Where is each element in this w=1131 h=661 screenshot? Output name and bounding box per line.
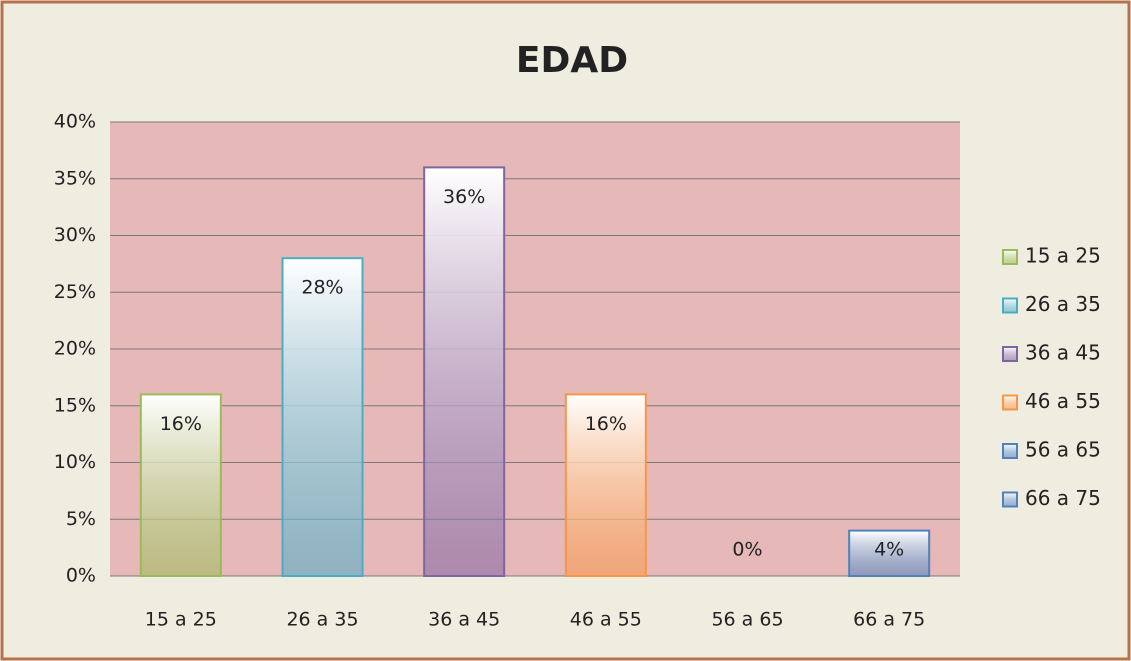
x-tick-label: 15 a 25 — [145, 609, 217, 631]
x-tick-label: 26 a 35 — [286, 609, 358, 631]
data-label: 4% — [874, 539, 904, 561]
y-tick-label: 40% — [54, 111, 96, 133]
data-label: 16% — [585, 413, 627, 435]
legend-swatch — [1002, 346, 1018, 362]
y-tick-label: 15% — [54, 394, 96, 416]
legend-label: 46 a 55 — [1025, 389, 1101, 413]
chart-title: EDAD — [516, 40, 628, 81]
y-tick-label: 5% — [66, 508, 96, 530]
legend-swatch — [1002, 394, 1018, 411]
y-tick-label: 35% — [54, 167, 96, 189]
y-tick-label: 10% — [54, 451, 96, 473]
y-tick-label: 25% — [54, 281, 96, 303]
x-tick-label: 66 a 75 — [853, 609, 925, 631]
legend-swatch — [1002, 297, 1018, 314]
legend-label: 26 a 35 — [1025, 292, 1101, 316]
legend-label: 56 a 65 — [1025, 438, 1101, 462]
y-tick-label: 20% — [54, 338, 96, 360]
bar — [281, 257, 364, 577]
y-tick-label: 0% — [66, 565, 96, 587]
bar — [564, 393, 647, 577]
legend-label: 15 a 25 — [1025, 244, 1101, 268]
data-label: 16% — [160, 413, 202, 435]
legend-label: 36 a 45 — [1025, 341, 1101, 365]
data-label: 0% — [732, 539, 762, 561]
data-label: 36% — [443, 186, 485, 208]
legend-swatch — [1002, 491, 1018, 508]
x-tick-label: 46 a 55 — [570, 609, 642, 631]
x-tick-label: 36 a 45 — [428, 609, 500, 631]
bar — [848, 529, 931, 577]
bar — [423, 166, 506, 577]
x-tick-label: 56 a 65 — [711, 609, 783, 631]
legend-swatch — [1002, 249, 1018, 265]
legend-label: 66 a 75 — [1025, 486, 1101, 510]
legend-swatch — [1002, 443, 1018, 459]
y-tick-label: 30% — [54, 224, 96, 246]
bar — [139, 393, 222, 577]
data-label: 28% — [301, 277, 343, 299]
